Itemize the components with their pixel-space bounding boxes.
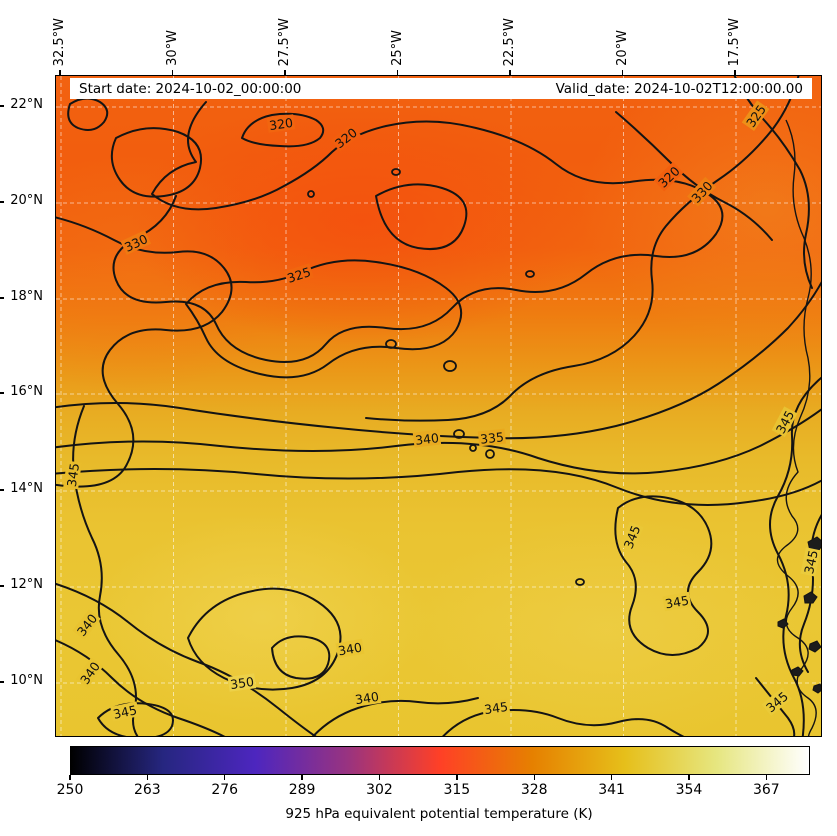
- contour-label: 325: [741, 100, 770, 131]
- contour-label: 320: [330, 123, 361, 152]
- lon-tick-label: 32.5°W: [52, 17, 67, 66]
- colorbar-tick-label: 328: [520, 782, 548, 798]
- svg-text:345: 345: [664, 593, 690, 612]
- lat-tick-mark: [0, 105, 4, 107]
- lon-tick-label: 25°W: [389, 30, 405, 66]
- svg-text:335: 335: [479, 429, 504, 446]
- lon-tick-label: 22.5°W: [502, 17, 517, 66]
- lat-tick-label: 22°N: [10, 97, 43, 112]
- lat-tick-label: 18°N: [10, 289, 43, 304]
- contour-label: 325: [283, 263, 314, 286]
- lon-tick-mark: [734, 70, 736, 75]
- lon-tick-mark: [396, 70, 399, 75]
- colorbar-tick-mark: [378, 775, 381, 780]
- contour-label: 340: [412, 429, 442, 448]
- colorbar-tick-mark: [533, 775, 535, 780]
- lat-tick-mark: [0, 201, 4, 203]
- contour-label: 340: [335, 638, 365, 659]
- lon-tick-mark: [509, 70, 511, 75]
- contour-label: 345: [800, 547, 821, 577]
- svg-text:320: 320: [655, 163, 683, 190]
- svg-text:345: 345: [112, 702, 138, 722]
- lat-tick-label: 12°N: [10, 577, 43, 592]
- colorbar-tick-label: 250: [56, 782, 84, 798]
- lat-tick-mark: [0, 489, 4, 491]
- colorbar-tick-label: 354: [675, 782, 703, 798]
- lat-tick-mark: [0, 585, 4, 587]
- colorbar-tick-label: 302: [366, 782, 393, 798]
- contour-label: 350: [227, 673, 257, 692]
- colorbar-tick-label: 276: [211, 782, 239, 798]
- lat-tick-label: 20°N: [10, 193, 43, 208]
- contour-label: 345: [481, 698, 511, 717]
- valid-date-text: Valid_date: 2024-10-02T12:00:00.00: [555, 80, 803, 97]
- svg-text:325: 325: [285, 264, 312, 286]
- colorbar-tick-mark: [765, 775, 767, 780]
- colorbar-tick-mark: [456, 775, 458, 780]
- lon-tick-mark: [171, 70, 174, 75]
- colorbar-tick-label: 315: [443, 782, 471, 798]
- lat-tick-label: 14°N: [10, 481, 43, 496]
- colorbar-ticks: 250 263 276 289 302 315 328 341 354 367: [57, 775, 808, 809]
- colorbar-tick-mark: [301, 775, 303, 780]
- colorbar-tick-label: 289: [288, 782, 316, 798]
- contour-label: 345: [771, 406, 798, 438]
- contour-label: 345: [63, 460, 82, 490]
- svg-text:340: 340: [354, 689, 380, 708]
- lat-tick-mark: [0, 681, 4, 683]
- lat-tick-mark: [0, 392, 4, 394]
- lon-tick-mark: [59, 70, 61, 75]
- lon-tick-label: 30°W: [164, 30, 180, 66]
- colorbar-tick-label: 341: [598, 782, 625, 798]
- contour-label: 340: [75, 657, 104, 688]
- svg-text:320: 320: [268, 115, 294, 133]
- lon-tick-mark: [621, 70, 624, 75]
- colorbar-tick-label: 263: [133, 782, 161, 798]
- contour-label: 340: [72, 609, 101, 640]
- contour-label: 345: [110, 701, 140, 722]
- contour-label: 320: [266, 114, 296, 133]
- theta-e-contours: [56, 76, 821, 736]
- start-date-text: Start date: 2024-10-02_00:00:00: [79, 80, 302, 97]
- colorbar-label: 925 hPa equivalent potential temperature…: [285, 806, 593, 822]
- lon-tick-label: 20°W: [614, 30, 630, 66]
- svg-text:345: 345: [64, 462, 82, 488]
- colorbar-tick-mark: [69, 775, 71, 780]
- colorbar-tick-mark: [610, 775, 613, 780]
- contour-label: 345: [662, 591, 692, 612]
- longitude-axis: 32.5°W 30°W 27.5°W 25°W 22.5°W 20°W 17.5°W: [0, 0, 837, 75]
- svg-text:345: 345: [483, 699, 509, 717]
- lon-tick-mark: [284, 70, 286, 75]
- contour-label: 320: [653, 161, 684, 192]
- colorbar-tick-mark: [224, 775, 226, 780]
- lat-tick-label: 16°N: [10, 384, 43, 399]
- lat-tick-mark: [0, 297, 4, 299]
- contour-label: 335: [477, 428, 507, 447]
- colorbar-tick-label: 367: [752, 782, 780, 798]
- lon-tick-label: 27.5°W: [277, 17, 292, 66]
- colorbar-tick-mark: [146, 775, 149, 780]
- latitude-axis: 22°N 20°N 18°N 16°N 14°N 12°N 10°N: [0, 75, 51, 735]
- map-plot-area: 320 320 330 325 320 330 325 340 335 345 345 345 340 3…: [55, 75, 822, 737]
- svg-text:345: 345: [801, 549, 821, 575]
- colorbar: [70, 746, 810, 775]
- svg-text:340: 340: [337, 640, 363, 659]
- svg-text:340: 340: [414, 430, 440, 448]
- colorbar-tick-mark: [688, 775, 690, 780]
- lon-tick-label: 17.5°W: [727, 17, 742, 66]
- lat-tick-label: 10°N: [10, 673, 43, 688]
- svg-text:340: 340: [74, 611, 101, 639]
- title-strip: Start date: 2024-10-02_00:00:00 Valid_da…: [70, 78, 812, 99]
- contour-label: 340: [352, 688, 382, 708]
- svg-text:350: 350: [229, 674, 255, 692]
